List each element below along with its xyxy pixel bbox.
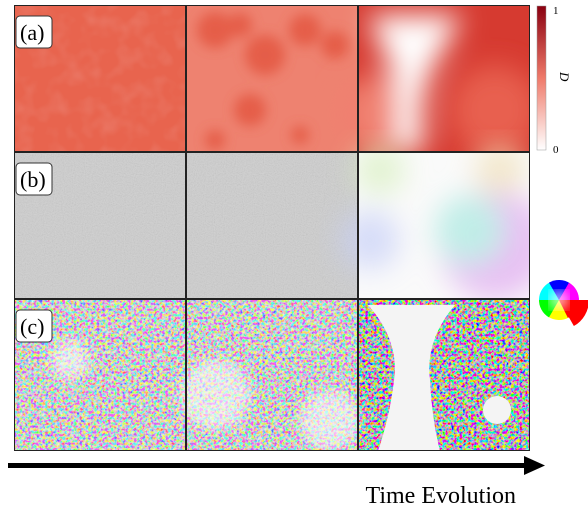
colorbar-min: 0 xyxy=(553,144,559,156)
colorbar-title: D xyxy=(557,71,572,82)
panel-grid xyxy=(14,5,550,451)
colorbar: 1 0 D xyxy=(537,5,572,156)
color-wheel xyxy=(539,280,579,320)
row-label: (c) xyxy=(20,314,44,339)
figure: (a) (b) (c) 1 0 D Time Evolution xyxy=(0,0,588,512)
row-label: (b) xyxy=(20,167,46,192)
arrow-label: Time Evolution xyxy=(366,483,516,509)
row-label: (a) xyxy=(20,20,44,45)
time-arrow: Time Evolution xyxy=(8,456,545,509)
colorbar-max: 1 xyxy=(553,5,559,17)
